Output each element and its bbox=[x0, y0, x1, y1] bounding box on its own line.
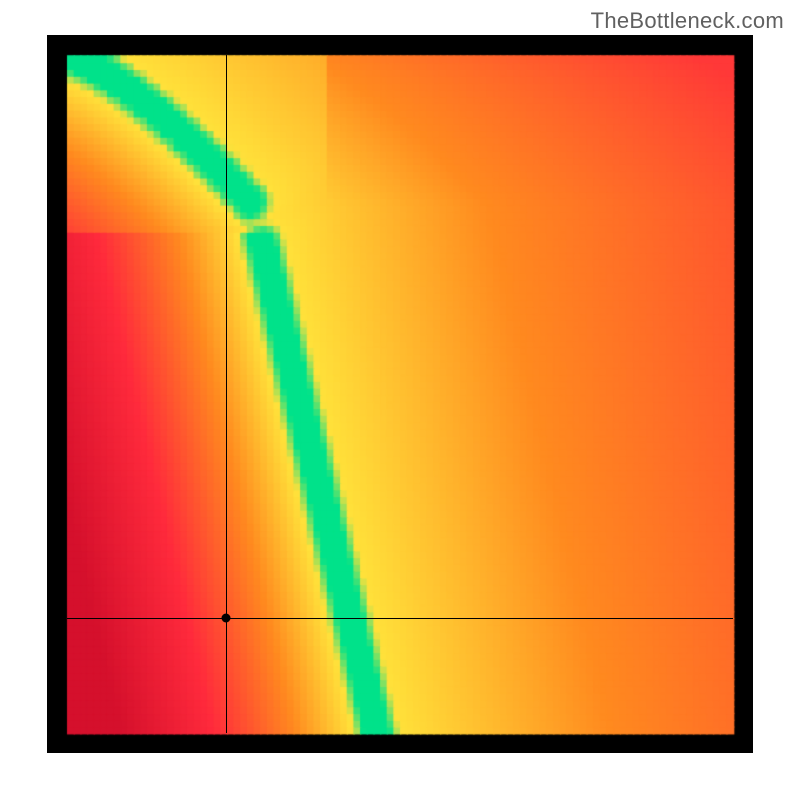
crosshair-vertical bbox=[226, 55, 227, 733]
watermark-label: TheBottleneck.com bbox=[591, 8, 784, 34]
plot-area bbox=[47, 35, 753, 753]
heatmap-canvas bbox=[47, 35, 753, 753]
marker-dot bbox=[222, 613, 231, 622]
crosshair-horizontal bbox=[67, 618, 733, 619]
chart-container: TheBottleneck.com bbox=[0, 0, 800, 800]
